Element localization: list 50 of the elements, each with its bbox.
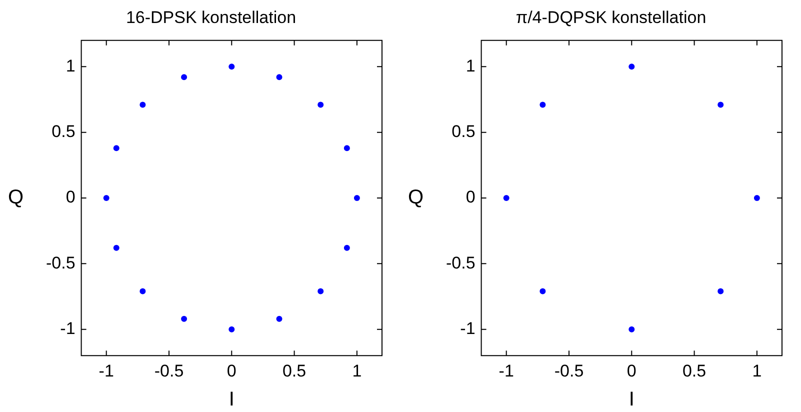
x-axis-title: I: [228, 388, 234, 411]
y-tick-label: -0.5: [46, 253, 76, 272]
y-tick-label: -0.5: [446, 253, 476, 272]
point: [103, 195, 110, 201]
x-tick-label: 0: [626, 361, 636, 380]
y-tick-label: 0.5: [452, 122, 476, 142]
point: [718, 288, 724, 294]
point: [354, 195, 360, 201]
point: [113, 145, 120, 152]
chart-title: π/4-DQPSK konstellation: [516, 8, 706, 27]
point: [318, 102, 324, 108]
x-tick-label: -0.5: [554, 361, 584, 380]
point: [754, 195, 760, 201]
point: [228, 326, 235, 332]
point: [113, 244, 120, 251]
point: [181, 316, 188, 322]
y-tick-label: -1: [60, 319, 76, 338]
point: [276, 316, 282, 322]
point: [276, 74, 282, 80]
x-tick-label: 1: [752, 361, 762, 380]
point: [318, 288, 324, 294]
y-tick-label: 0.5: [52, 122, 76, 142]
x-tick-label: 0: [226, 361, 236, 380]
x-tick-label: -1: [498, 361, 514, 380]
point: [344, 244, 350, 251]
point: [718, 102, 724, 108]
point: [140, 102, 146, 108]
point: [628, 64, 635, 70]
point: [628, 326, 635, 332]
y-axis-title: Q: [8, 186, 24, 209]
x-tick-label: -1: [98, 361, 114, 380]
point: [503, 195, 510, 201]
y-tick-label: 1: [466, 56, 476, 76]
y-axis-title: Q: [408, 186, 424, 209]
x-tick-label: 0.5: [682, 361, 706, 380]
x-axis-title: I: [628, 388, 634, 411]
point: [344, 145, 350, 152]
y-tick-label: 0: [466, 188, 476, 207]
point: [540, 102, 546, 108]
x-tick-label: 0.5: [282, 361, 306, 380]
x-tick-label: -0.5: [154, 361, 184, 380]
point: [181, 74, 188, 80]
y-tick-label: 0: [66, 188, 76, 207]
y-tick-label: -1: [460, 319, 476, 338]
point: [540, 288, 546, 294]
chart-title: 16-DPSK konstellation: [126, 8, 296, 27]
point: [140, 288, 146, 294]
x-tick-label: 1: [352, 361, 362, 380]
point: [228, 64, 235, 70]
y-tick-label: 1: [66, 56, 76, 76]
